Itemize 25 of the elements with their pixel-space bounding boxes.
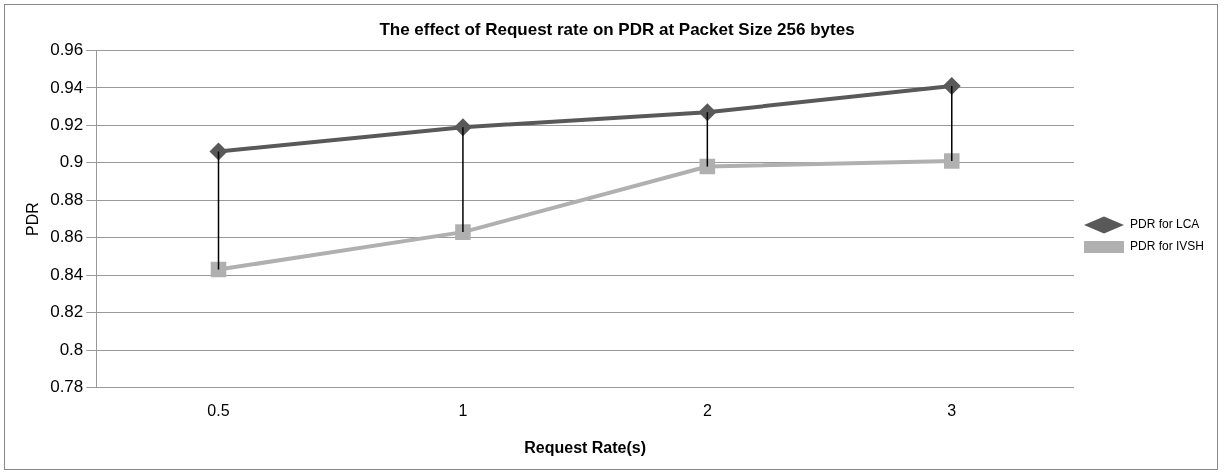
x-tick-label: 0.5	[207, 401, 230, 419]
y-tick-label: 0.9	[59, 152, 84, 172]
y-tick-label: 0.94	[50, 77, 84, 97]
x-tick-label: 1	[458, 401, 468, 419]
point	[943, 153, 960, 169]
legend-label: PDR for IVSH	[1129, 239, 1204, 254]
y-tick-label: 0.8	[59, 339, 84, 359]
x-axis-title: Request Rate(s)	[524, 438, 647, 456]
y-tick-label: 0.78	[50, 377, 84, 397]
y-tick-label: 0.96	[50, 40, 84, 60]
chart-title: The effect of Request rate on PDR at Packet Size 256 bytes	[379, 19, 855, 39]
y-tick-label: 0.82	[50, 302, 84, 322]
x-tick-label: 3	[947, 401, 957, 419]
y-tick-label: 0.84	[50, 264, 84, 284]
point	[209, 142, 228, 161]
y-tick-label: 0.86	[50, 227, 84, 247]
point	[455, 224, 471, 240]
point	[210, 261, 227, 278]
y-tick-label: 0.92	[50, 115, 84, 135]
legend-label: PDR for LCA	[1129, 217, 1200, 232]
x-tick-label: 2	[702, 401, 712, 419]
y-axis-title: PDR	[24, 202, 42, 236]
point	[698, 103, 717, 122]
y-tick-label: 0.88	[50, 189, 84, 209]
point	[699, 158, 716, 175]
